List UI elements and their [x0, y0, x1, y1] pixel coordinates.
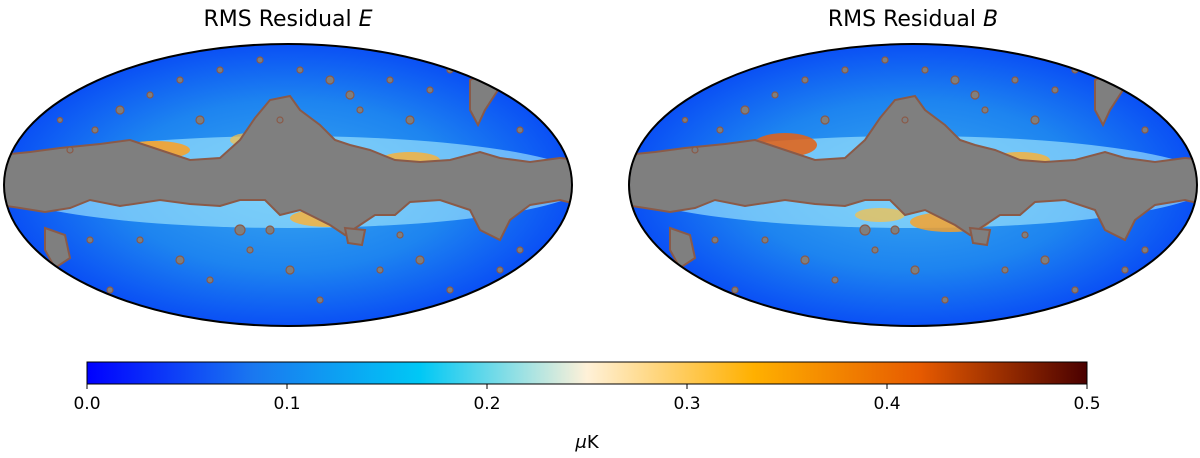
colorbar-tick-label: 0.1 [273, 394, 300, 414]
map-border-e [3, 43, 573, 327]
colorbar-tick-label: 0.3 [673, 394, 700, 414]
map-panel-b: RMS Residual B [628, 7, 1198, 327]
colorbar-tick-label: 0.0 [73, 394, 100, 414]
colorbar-tick-label: 0.4 [873, 394, 900, 414]
galactic-mask-e [4, 94, 572, 242]
panel-title-b: RMS Residual B [828, 7, 998, 32]
colorbar-gradient [86, 361, 1088, 385]
mask-patch-b [669, 226, 697, 270]
map-border-b [628, 43, 1198, 327]
colorbar-tick-label: 0.2 [473, 394, 500, 414]
mask-patch-b [968, 226, 992, 247]
colorbar-tick-label: 0.5 [1073, 394, 1100, 414]
map-panel-e: RMS Residual E [3, 7, 573, 327]
panel-title-e: RMS Residual E [203, 7, 372, 32]
point-source-masks-b [681, 56, 1149, 304]
mask-patch-e [343, 226, 367, 247]
hot-region-b [855, 208, 905, 222]
galactic-mask-b [629, 94, 1197, 242]
colorbar-unit-label: μK [574, 432, 599, 453]
colorbar-ticks: 0.0 0.1 0.2 0.3 0.4 0.5 [73, 384, 1101, 414]
mask-patch-e [44, 226, 72, 270]
colorbar: 0.0 0.1 0.2 0.3 0.4 0.5 μK [73, 361, 1101, 453]
point-source-masks-e [56, 56, 524, 304]
